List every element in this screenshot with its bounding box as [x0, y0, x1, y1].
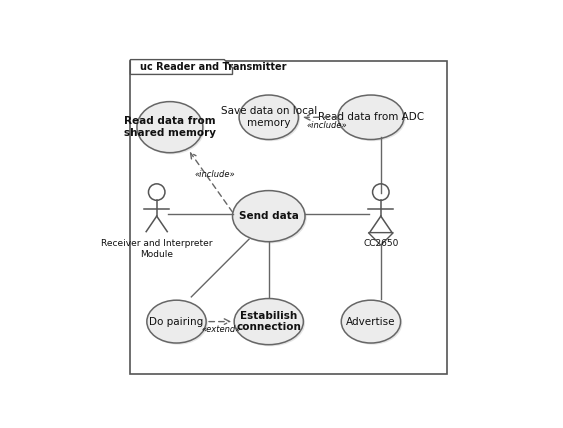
Text: Do pairing: Do pairing — [149, 317, 204, 327]
Ellipse shape — [339, 97, 405, 141]
Polygon shape — [368, 233, 394, 245]
Text: Send data: Send data — [239, 211, 299, 221]
Text: Estabilish
connection: Estabilish connection — [236, 311, 301, 333]
Polygon shape — [131, 59, 233, 74]
Ellipse shape — [341, 300, 401, 343]
Text: Read data from
shared memory: Read data from shared memory — [124, 116, 216, 138]
Ellipse shape — [233, 190, 305, 242]
Text: «include»: «include» — [306, 121, 347, 130]
Ellipse shape — [234, 192, 307, 244]
Text: «include»: «include» — [194, 170, 235, 179]
Ellipse shape — [241, 97, 300, 141]
Ellipse shape — [338, 95, 404, 140]
Ellipse shape — [239, 95, 298, 140]
Ellipse shape — [234, 299, 303, 345]
Text: Advertise: Advertise — [346, 317, 396, 327]
Text: Read data from ADC: Read data from ADC — [318, 112, 424, 122]
Text: uc Reader and Transmitter: uc Reader and Transmitter — [140, 62, 287, 72]
Ellipse shape — [149, 302, 208, 345]
Ellipse shape — [137, 101, 203, 153]
Text: Receiver and Interpreter
Module: Receiver and Interpreter Module — [101, 239, 212, 259]
Text: Save data on local
memory: Save data on local memory — [221, 107, 317, 128]
Ellipse shape — [138, 103, 204, 155]
Ellipse shape — [236, 300, 305, 346]
Text: CC2650: CC2650 — [363, 239, 399, 248]
Text: «extend»: «extend» — [202, 325, 240, 334]
Ellipse shape — [343, 302, 402, 345]
Ellipse shape — [147, 300, 206, 343]
